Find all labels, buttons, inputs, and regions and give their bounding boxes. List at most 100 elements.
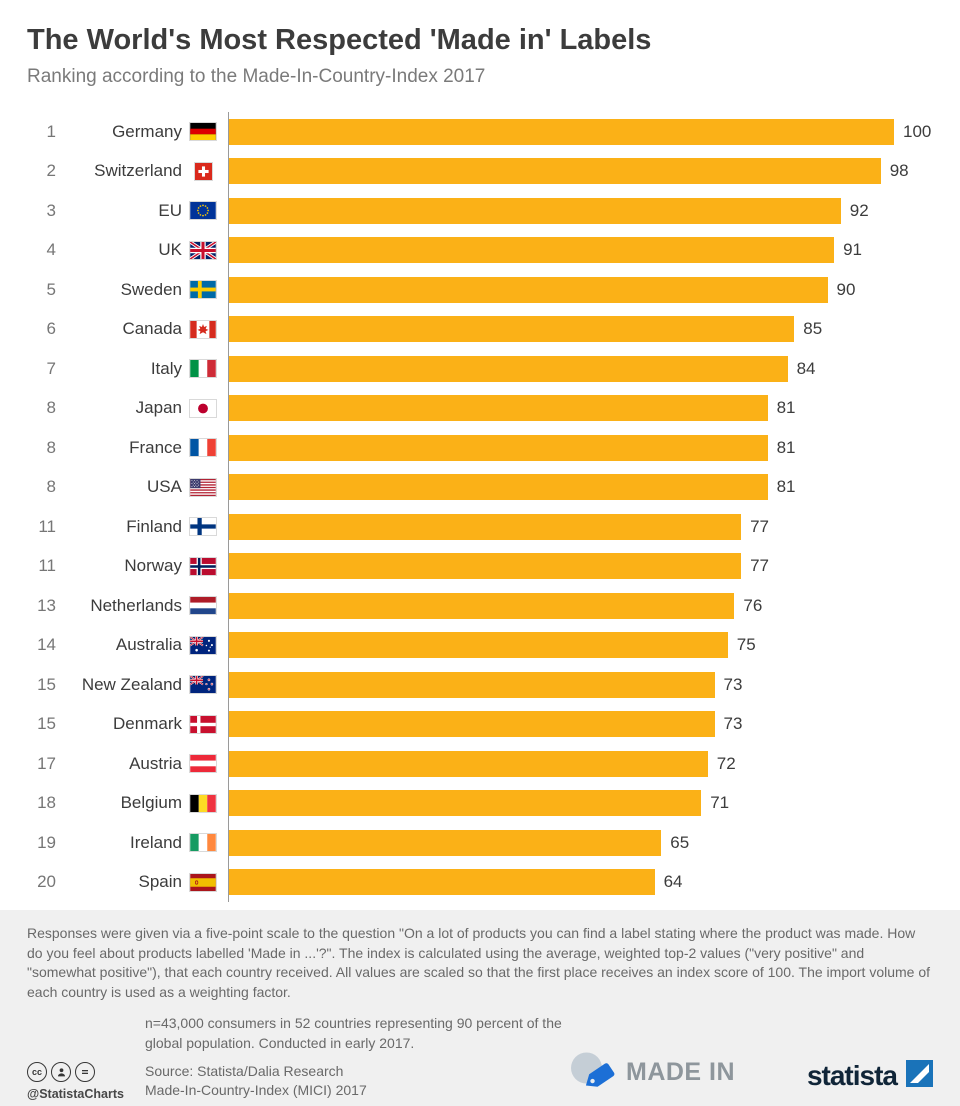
value-label: 81 bbox=[776, 477, 796, 497]
flag-icon-norway bbox=[190, 557, 216, 575]
bar bbox=[229, 276, 828, 303]
chart-row: 8 USA 81 bbox=[26, 467, 935, 507]
country-label: Switzerland bbox=[94, 161, 182, 181]
bar bbox=[229, 474, 768, 501]
country-label: New Zealand bbox=[81, 674, 182, 694]
chart-row: 14 Australia 75 bbox=[26, 625, 935, 665]
flag-icon-usa bbox=[190, 478, 216, 496]
flag-icon-denmark bbox=[190, 715, 216, 733]
chart-row: 19 Ireland 65 bbox=[26, 823, 935, 863]
rank-label: 19 bbox=[37, 832, 56, 852]
bar bbox=[229, 395, 768, 422]
bar-track: 77 bbox=[228, 507, 935, 547]
bar bbox=[229, 197, 841, 224]
bar-track: 81 bbox=[228, 467, 935, 507]
country-label: EU bbox=[158, 200, 182, 220]
flag-icon-germany bbox=[190, 123, 216, 141]
flag-icon-spain bbox=[190, 873, 216, 891]
source-block: Source: Statista/Dalia Research Made-In-… bbox=[145, 1062, 367, 1101]
bar bbox=[229, 158, 881, 185]
bar bbox=[229, 869, 655, 896]
bar bbox=[229, 355, 788, 382]
statista-wordmark: statista bbox=[806, 1060, 898, 1091]
bar-track: 91 bbox=[228, 230, 935, 270]
flag-icon-austria bbox=[190, 755, 216, 773]
value-label: 76 bbox=[743, 595, 763, 615]
bar bbox=[229, 237, 835, 264]
chart-row: 2 Switzerland 98 bbox=[26, 151, 935, 191]
footnote: Responses were given via a five-point sc… bbox=[27, 925, 931, 1000]
bar-track: 100 bbox=[228, 112, 935, 152]
bar-track: 92 bbox=[228, 191, 935, 231]
value-label: 90 bbox=[836, 279, 856, 299]
chart-row: 15 New Zealand 73 bbox=[26, 665, 935, 705]
chart-row: 8 France 81 bbox=[26, 428, 935, 468]
country-label: Ireland bbox=[130, 832, 182, 852]
header: The World's Most Respected 'Made in' Lab… bbox=[0, 0, 960, 89]
flag-icon-ireland bbox=[190, 834, 216, 852]
bar-track: 85 bbox=[228, 309, 935, 349]
flag-icon-france bbox=[190, 439, 216, 457]
bar bbox=[229, 790, 702, 817]
statista-square-icon bbox=[906, 1060, 933, 1092]
value-label: 100 bbox=[903, 121, 932, 141]
value-label: 77 bbox=[750, 516, 770, 536]
country-label: Denmark bbox=[113, 714, 182, 734]
bar bbox=[229, 750, 708, 777]
rank-label: 7 bbox=[46, 358, 56, 378]
rank-label: 8 bbox=[46, 437, 56, 457]
chart-row: 8 Japan 81 bbox=[26, 388, 935, 428]
bar bbox=[229, 553, 742, 580]
value-label: 81 bbox=[776, 398, 796, 418]
country-label: Netherlands bbox=[90, 595, 182, 615]
flag-icon-japan bbox=[190, 399, 216, 417]
value-label: 84 bbox=[796, 358, 816, 378]
cc-block: cc @StatistaCharts bbox=[27, 1062, 145, 1101]
value-label: 81 bbox=[776, 437, 796, 457]
country-label: Australia bbox=[115, 635, 182, 655]
bar-track: 84 bbox=[228, 349, 935, 389]
flag-icon-sweden bbox=[190, 281, 216, 299]
flag-icon-belgium bbox=[190, 794, 216, 812]
country-label: Sweden bbox=[120, 279, 182, 299]
chart-row: 6 Canada 85 bbox=[26, 309, 935, 349]
chart-row: 5 Sweden 90 bbox=[26, 270, 935, 310]
source-line2: Made-In-Country-Index (MICI) 2017 bbox=[145, 1081, 367, 1098]
statista-charts-handle: @StatistaCharts bbox=[27, 1087, 124, 1101]
rank-label: 20 bbox=[37, 872, 56, 892]
chart-row: 3 EU 92 bbox=[26, 191, 935, 231]
country-label: Italy bbox=[150, 358, 182, 378]
bar-track: 98 bbox=[228, 151, 935, 191]
rank-label: 6 bbox=[46, 319, 56, 339]
value-label: 85 bbox=[803, 319, 823, 339]
country-label: Norway bbox=[124, 556, 182, 576]
value-label: 73 bbox=[723, 674, 743, 694]
made-in-label: MADE IN bbox=[626, 1058, 736, 1086]
bar bbox=[229, 434, 768, 461]
chart-row: 15 Denmark 73 bbox=[26, 704, 935, 744]
rank-label: 13 bbox=[37, 595, 56, 615]
bar-track: 81 bbox=[228, 428, 935, 468]
country-label: Japan bbox=[135, 398, 182, 418]
chart-row: 18 Belgium 71 bbox=[26, 783, 935, 823]
rank-label: 15 bbox=[37, 714, 56, 734]
country-label: Spain bbox=[138, 872, 182, 892]
rank-label: 11 bbox=[38, 556, 56, 576]
source-line1: Source: Statista/Dalia Research bbox=[145, 1063, 344, 1079]
chart-row: 4 UK 91 bbox=[26, 230, 935, 270]
chart-row: 7 Italy 84 bbox=[26, 349, 935, 389]
chart-row: 1 Germany 100 bbox=[26, 112, 935, 152]
country-label: UK bbox=[158, 240, 182, 260]
chart-row: 13 Netherlands 76 bbox=[26, 586, 935, 626]
country-label: Germany bbox=[112, 121, 182, 141]
bar bbox=[229, 711, 715, 738]
bar-track: 71 bbox=[228, 783, 935, 823]
bar-track: 81 bbox=[228, 388, 935, 428]
made-in-tag-icon bbox=[570, 1049, 618, 1096]
credits-row: cc @StatistaCharts Source: Statista/Dali… bbox=[27, 1062, 933, 1101]
bar-track: 90 bbox=[228, 270, 935, 310]
chart-row: 11 Finland 77 bbox=[26, 507, 935, 547]
rank-label: 14 bbox=[37, 635, 56, 655]
sample-note: n=43,000 consumers in 52 countries repre… bbox=[145, 1015, 562, 1051]
